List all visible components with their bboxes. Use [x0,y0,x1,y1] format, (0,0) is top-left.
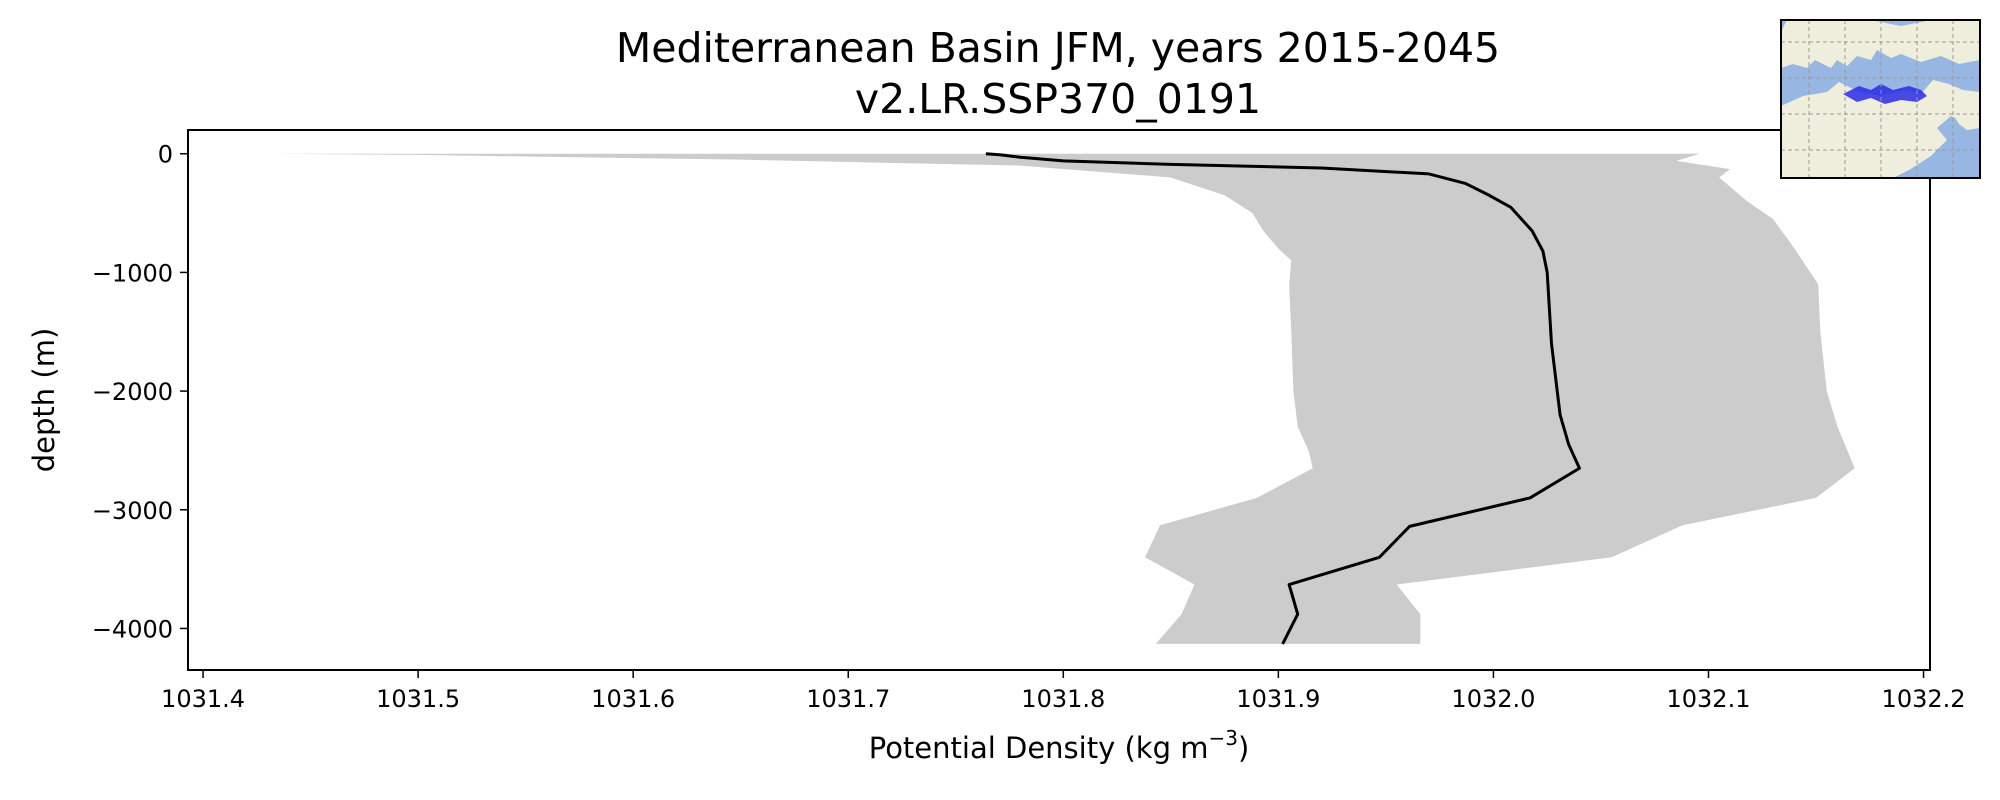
inset-frame [1780,19,1981,179]
x-tick-label: 1032.1 [1666,685,1750,713]
chart-title-line2: v2.LR.SSP370_0191 [855,75,1261,123]
y-tick-label: −1000 [92,259,173,287]
x-tick-label: 1031.5 [376,685,460,713]
axes-frame [187,129,1931,671]
inset-map [1780,19,1981,179]
x-axis-label-superscript: −3 [1208,726,1237,750]
x-tick-label: 1031.4 [161,685,245,713]
range-band [271,153,1855,644]
y-tick-label: −2000 [92,378,173,406]
chart-title-line1: Mediterranean Basin JFM, years 2015-2045 [616,24,1500,72]
inset-gridlines [1781,20,1980,178]
x-axis-label-main: Potential Density (kg m [869,731,1209,765]
x-axis-label-suffix: ) [1238,731,1249,765]
x-axis: 1031.4 1031.5 1031.6 1031.7 1031.8 1031.9 1032… [161,670,1966,713]
x-tick-label: 1031.9 [1236,685,1320,713]
x-tick-label: 1032.0 [1451,685,1535,713]
mediterranean-region [1843,84,1927,104]
mean-profile-line [985,152,1581,645]
x-tick-label: 1031.6 [591,685,675,713]
x-tick-label: 1032.2 [1882,685,1966,713]
y-tick-label: −4000 [92,615,173,643]
x-axis-label: Potential Density (kg m−3) [869,726,1250,765]
inset-land-arabia [1951,104,1980,130]
y-tick-label: 0 [158,141,173,169]
y-axis: 0 −1000 −2000 −3000 −4000 [92,141,188,643]
x-tick-label: 1031.8 [1021,685,1105,713]
y-tick-label: −3000 [92,497,173,525]
x-tick-label: 1031.7 [806,685,890,713]
plot-area [271,152,1855,645]
y-axis-label: depth (m) [27,328,61,473]
